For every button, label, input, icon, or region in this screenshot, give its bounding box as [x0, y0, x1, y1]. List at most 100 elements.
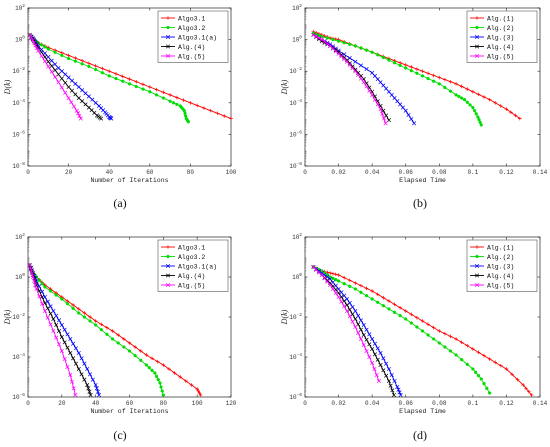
- data-point: [415, 71, 419, 75]
- data-point: [454, 93, 458, 97]
- data-point: [471, 367, 475, 371]
- data-point: [68, 372, 73, 378]
- data-point: [88, 315, 92, 319]
- data-point: [344, 308, 350, 314]
- data-point: [482, 353, 486, 358]
- data-point: [154, 87, 159, 92]
- data-point: [85, 366, 90, 372]
- data-point: [493, 101, 498, 105]
- data-point: [54, 335, 59, 340]
- data-point: [375, 346, 380, 351]
- data-point: [139, 358, 143, 362]
- data-point: [85, 382, 90, 388]
- data-point: [387, 299, 391, 303]
- data-point: [71, 303, 75, 307]
- data-point: [80, 58, 84, 63]
- panel-caption: (d): [413, 428, 427, 442]
- legend-entry: Alg.(5): [487, 282, 514, 289]
- data-point: [322, 271, 327, 275]
- data-point: [62, 340, 67, 345]
- data-point: [347, 314, 352, 319]
- data-point: [53, 50, 57, 54]
- y-tick-label: 100: [15, 272, 25, 281]
- data-point: [381, 295, 386, 300]
- data-point: [144, 363, 149, 367]
- data-point: [316, 35, 322, 41]
- data-point: [168, 93, 172, 97]
- data-point: [395, 384, 400, 390]
- x-tick-label: 0.12: [499, 400, 514, 407]
- series-line: [29, 34, 82, 119]
- y-tick-label: 10-4: [289, 98, 302, 107]
- data-point: [311, 32, 316, 37]
- data-point: [79, 356, 84, 361]
- y-axis-label: D(k): [3, 309, 12, 325]
- legend-marker: [166, 245, 170, 249]
- data-point: [479, 377, 483, 381]
- data-point: [114, 76, 118, 81]
- data-point: [83, 102, 88, 107]
- data-point: [437, 75, 442, 80]
- data-point: [437, 341, 441, 345]
- data-point: [388, 383, 393, 388]
- data-point: [53, 68, 58, 73]
- data-point: [46, 54, 51, 60]
- data-point: [378, 350, 383, 356]
- x-tick-label: 0.06: [399, 169, 414, 176]
- data-point: [60, 53, 64, 58]
- y-tick-label: 102: [292, 3, 302, 12]
- data-point: [342, 282, 346, 286]
- data-point: [105, 332, 109, 336]
- data-point: [390, 388, 395, 393]
- legend-marker: [166, 16, 170, 20]
- data-point: [114, 72, 118, 76]
- legend-marker: [474, 273, 480, 278]
- data-point: [477, 118, 481, 122]
- data-point: [45, 299, 50, 304]
- data-point: [319, 37, 324, 42]
- data-point: [160, 389, 164, 393]
- legend-marker: [475, 16, 479, 20]
- data-point: [159, 385, 163, 389]
- data-point: [46, 47, 50, 51]
- data-point: [367, 354, 372, 360]
- data-point: [404, 317, 408, 321]
- x-tick-label: 0: [303, 400, 307, 407]
- data-point: [43, 45, 47, 49]
- data-point: [198, 393, 203, 397]
- data-point: [93, 100, 98, 105]
- data-point: [37, 278, 41, 282]
- data-point: [376, 300, 380, 304]
- data-point: [36, 48, 41, 53]
- legend: Alg.(1) Alg.(2) Alg.(3) Alg.(4) Alg.(5): [466, 239, 538, 292]
- legend-entry: Algo3.1: [178, 15, 205, 22]
- data-point: [97, 392, 102, 398]
- data-point: [381, 304, 385, 308]
- data-point: [364, 286, 369, 291]
- data-point: [148, 85, 152, 89]
- data-point: [222, 114, 227, 118]
- y-tick-label: 10-2: [289, 66, 302, 75]
- legend-marker: [165, 53, 171, 59]
- data-point: [356, 313, 361, 318]
- x-axis-label: Number of Iterations: [90, 177, 168, 184]
- data-point: [518, 116, 522, 121]
- data-point: [109, 116, 114, 121]
- data-point: [86, 386, 91, 391]
- data-point: [409, 117, 414, 122]
- data-point: [370, 50, 374, 54]
- data-point: [472, 109, 477, 113]
- data-point: [63, 72, 68, 77]
- data-point: [73, 392, 78, 398]
- data-point: [415, 67, 419, 71]
- data-point: [353, 59, 358, 64]
- data-point: [361, 342, 366, 348]
- data-point: [375, 292, 380, 297]
- data-point: [356, 72, 361, 77]
- legend-entry: Algo3.1(a): [178, 34, 217, 41]
- data-point: [333, 272, 338, 277]
- data-point: [153, 371, 157, 375]
- data-point: [372, 366, 377, 372]
- data-point: [56, 328, 62, 334]
- legend-entry: Algo3.2: [178, 254, 205, 261]
